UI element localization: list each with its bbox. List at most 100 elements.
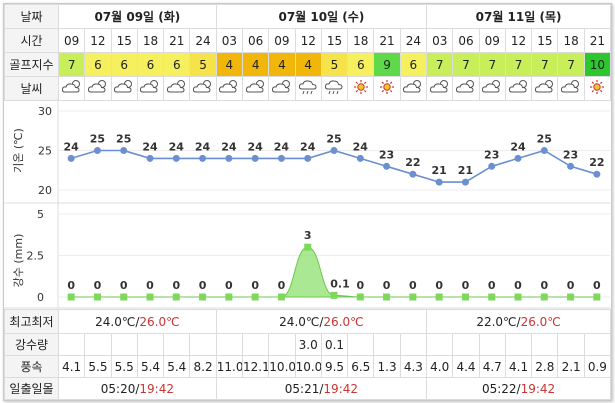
min-temp: 24.0℃ <box>279 314 320 329</box>
weather-cell <box>531 76 559 101</box>
wind-cell: 5.4 <box>163 355 191 378</box>
golf-index-row: 골프지수 7 6 6 6 6 5 4 4 4 4 5 6 9 6 7 7 7 7 7 7 10 <box>4 52 612 77</box>
golf-index-cell: 7 <box>57 52 86 77</box>
golf-index-cell: 5 <box>320 52 349 77</box>
precip-cell <box>347 333 375 356</box>
weather-cell <box>189 76 217 101</box>
time-cell: 03 <box>426 28 454 53</box>
golf-index-cell: 7 <box>531 52 559 77</box>
weather-cell <box>583 76 612 101</box>
golf-index-cell: 6 <box>399 52 428 77</box>
separator: / <box>135 314 140 329</box>
time-cell: 21 <box>163 28 191 53</box>
golf-index-cell: 4 <box>294 52 322 77</box>
cloud-sun-icon <box>87 80 106 93</box>
golf-index-cell: 7 <box>478 52 506 77</box>
weather-cell <box>84 76 112 101</box>
golf-index-cell: 6 <box>347 52 375 77</box>
sunset: 19:42 <box>323 381 359 396</box>
minmax-day: 24.0℃/26.0℃ <box>215 309 428 334</box>
golf-index-cell: 7 <box>452 52 480 77</box>
sun-row: 일출일몰 05:20/19:42 05:21/19:42 05:22/19:42 <box>4 377 612 400</box>
wind-cell: 0.9 <box>583 355 612 378</box>
cloud-sun-icon <box>429 80 448 93</box>
cloud-sun-icon <box>271 80 290 93</box>
cloud-sun-icon <box>482 80 501 93</box>
time-cell: 09 <box>57 28 86 53</box>
time-cell: 18 <box>557 28 585 53</box>
wind-cell: 5.4 <box>136 355 165 378</box>
separator: / <box>319 381 324 396</box>
precip-cell <box>215 333 244 356</box>
time-cell: 18 <box>347 28 375 53</box>
time-cell: 06 <box>241 28 270 53</box>
wind-cell: 2.1 <box>557 355 585 378</box>
weather-cell <box>294 76 322 101</box>
wind-cell: 12.1 <box>242 355 270 378</box>
weather-cell <box>504 76 533 101</box>
summary-table: 최고최저 24.0℃/26.0℃ 24.0℃/26.0℃ 22.0℃/26.0℃… <box>4 309 612 400</box>
cloud-sun-icon <box>403 80 422 93</box>
wind-cell: 11.0 <box>215 355 244 378</box>
precip-cell <box>57 333 86 356</box>
sun-label: 일출일몰 <box>4 377 59 400</box>
minmax-row: 최고최저 24.0℃/26.0℃ 24.0℃/26.0℃ 22.0℃ / 26.0℃ <box>4 309 612 334</box>
minmax-label: 최고최저 <box>4 309 59 334</box>
weather-label: 날씨 <box>4 76 59 101</box>
precip-label: 강수량 <box>4 333 59 356</box>
precip-cell <box>163 333 191 356</box>
wind-cell: 4.4 <box>452 355 480 378</box>
wind-row: 풍속 4.1 5.5 5.5 5.4 5.4 8.2 11.0 12.1 10.0 10.0 9.5… <box>4 355 612 378</box>
weather-cell <box>557 76 585 101</box>
golf-index-label: 골프지수 <box>4 52 59 77</box>
cloud-sun-icon <box>140 80 159 93</box>
golf-index-cell: 7 <box>426 52 454 77</box>
wind-label: 풍속 <box>4 355 59 378</box>
weather-cell <box>136 76 165 101</box>
precip-cell <box>504 333 533 356</box>
weather-cell <box>478 76 506 101</box>
precip-cell <box>189 333 217 356</box>
wind-cell: 5.5 <box>84 355 112 378</box>
day-header: 07월 11일 (목) <box>426 4 612 29</box>
time-cell: 18 <box>136 28 165 53</box>
separator: / <box>516 381 521 396</box>
weather-cell <box>426 76 454 101</box>
precip-cell <box>268 333 296 356</box>
wind-cell: 4.0 <box>426 355 454 378</box>
sun-icon <box>353 80 368 94</box>
cloud-sun-icon <box>192 80 212 93</box>
golf-index-cell: 6 <box>84 52 112 77</box>
precip-cell <box>531 333 559 356</box>
time-cell: 24 <box>399 28 428 53</box>
wind-cell: 4.1 <box>57 355 86 378</box>
golf-index-cell: 10 <box>583 52 612 77</box>
wind-cell: 1.3 <box>373 355 401 378</box>
sunrise: 05:21 <box>284 381 320 396</box>
max-temp: 26.0℃ <box>323 314 364 329</box>
golf-index-cell: 6 <box>163 52 191 77</box>
sun-day: 05:20/19:42 <box>58 377 217 400</box>
wind-cell: 10.0 <box>268 355 296 378</box>
precip-cell <box>583 333 612 356</box>
max-temp: 26.0℃ <box>520 314 561 329</box>
weather-cell <box>215 76 244 101</box>
cloud-rain-icon <box>299 80 317 95</box>
wind-cell: 4.7 <box>478 355 506 378</box>
time-cell: 06 <box>452 28 480 53</box>
cloud-sun-icon <box>561 80 580 93</box>
cloud-sun-icon <box>61 80 80 93</box>
wind-cell: 10.0 <box>294 355 322 378</box>
golf-index-cell: 4 <box>268 52 296 77</box>
date-row: 날짜 07월 09일 (화) 07월 10일 (수) 07월 11일 (목) <box>4 4 612 29</box>
time-cell: 12 <box>504 28 533 53</box>
weather-cell <box>268 76 296 101</box>
min-temp: 22.0℃ <box>476 314 517 329</box>
time-cell: 15 <box>320 28 349 53</box>
precip-cell: 3.0 <box>294 333 322 356</box>
wind-cell: 4.3 <box>399 355 428 378</box>
sun-icon <box>380 80 395 94</box>
minmax-day: 24.0℃/26.0℃ <box>58 309 217 334</box>
precip-cell <box>242 333 270 356</box>
sunset: 19:42 <box>520 381 556 396</box>
